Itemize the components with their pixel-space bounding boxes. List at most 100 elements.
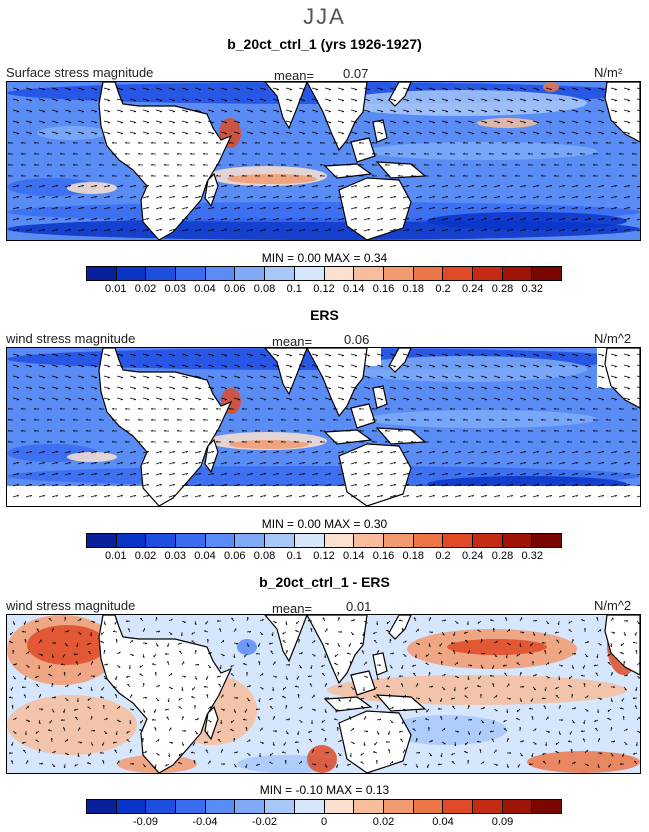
colorbar-swatch bbox=[502, 267, 533, 280]
panel-1-colorbar-ticks: 0.01 0.02 0.03 0.04 0.06 0.08 0.1 0.12 0.14 0.16 0… bbox=[86, 283, 562, 297]
panel-1-variable-label: Surface stress magnitude bbox=[6, 65, 154, 80]
colorbar-tick-label: 0.1 bbox=[286, 283, 302, 295]
panel-2-variable-label: wind stress magnitude bbox=[6, 331, 136, 346]
colorbar-tick-label: 0.24 bbox=[462, 283, 484, 295]
colorbar-swatch bbox=[324, 267, 355, 280]
colorbar-tick-label: -0.02 bbox=[251, 816, 278, 828]
colorbar-tick-label: 0.01 bbox=[105, 550, 127, 562]
colorbar-swatch bbox=[443, 267, 473, 280]
colorbar-swatch bbox=[265, 534, 295, 547]
colorbar-tick-label: 0.18 bbox=[402, 550, 424, 562]
panel-2-unit: N/m^2 bbox=[594, 331, 632, 346]
colorbar-swatch bbox=[235, 534, 266, 547]
panel-1-mean-value: 0.07 bbox=[343, 66, 369, 81]
colorbar-tick-label: 0.08 bbox=[253, 283, 276, 295]
colorbar-tick-label: 0.2 bbox=[435, 283, 451, 295]
colorbar-tick-label: 0.08 bbox=[253, 550, 276, 562]
colorbar-swatch bbox=[324, 800, 355, 813]
colorbar-swatch bbox=[87, 267, 117, 280]
panel-2-map bbox=[6, 347, 641, 507]
panel-3-mean-label: mean= bbox=[272, 601, 313, 616]
colorbar-swatch bbox=[205, 534, 236, 547]
colorbar-swatch bbox=[176, 267, 206, 280]
colorbar-tick-label: 0.32 bbox=[521, 283, 543, 295]
colorbar-swatch bbox=[383, 267, 414, 280]
colorbar-tick-label: 0.03 bbox=[164, 550, 186, 562]
panel-3-mean-value: 0.01 bbox=[346, 599, 372, 614]
colorbar-tick-label: 0.03 bbox=[164, 283, 186, 295]
colorbar-tick-label: 0.28 bbox=[491, 283, 514, 295]
colorbar-swatch bbox=[383, 800, 414, 813]
season-title: JJA bbox=[303, 4, 346, 29]
colorbar-tick-label: 0.16 bbox=[372, 550, 395, 562]
colorbar-tick-label: 0.02 bbox=[372, 816, 395, 828]
colorbar-tick-label: 0.32 bbox=[521, 550, 543, 562]
colorbar-tick-label: 0 bbox=[320, 816, 328, 828]
colorbar-swatch bbox=[324, 534, 355, 547]
colorbar-tick-label: 0.12 bbox=[313, 550, 335, 562]
panel-3-unit: N/m^2 bbox=[594, 598, 632, 613]
colorbar-swatch bbox=[472, 267, 503, 280]
panel-1-colorbar bbox=[86, 266, 562, 281]
panel-3-map bbox=[6, 614, 641, 774]
colorbar-tick-label: 0.24 bbox=[462, 550, 484, 562]
colorbar-swatch bbox=[532, 800, 561, 813]
panel-2-colorbar-ticks: 0.01 0.02 0.03 0.04 0.06 0.08 0.1 0.12 0.14 0.16 0… bbox=[86, 550, 562, 564]
colorbar-tick-label: 0.06 bbox=[224, 283, 246, 295]
panel-3-variable-label: wind stress magnitude bbox=[6, 598, 136, 613]
colorbar-swatch bbox=[413, 800, 444, 813]
colorbar-tick-label: -0.04 bbox=[192, 816, 218, 828]
colorbar-swatch bbox=[354, 800, 384, 813]
colorbar-tick-label: 0.04 bbox=[432, 816, 454, 828]
colorbar-swatch bbox=[532, 534, 561, 547]
panel-3-title: b_20ct_ctrl_1 - ERS bbox=[259, 574, 390, 590]
colorbar-swatch bbox=[87, 534, 117, 547]
panel-1-map bbox=[6, 81, 641, 241]
colorbar-tick-label: 0.2 bbox=[435, 550, 451, 562]
colorbar-tick-label: 0.16 bbox=[372, 283, 395, 295]
panel-2-title: ERS bbox=[310, 307, 339, 323]
colorbar-swatch bbox=[532, 267, 561, 280]
colorbar-tick-label: -0.09 bbox=[132, 816, 159, 828]
colorbar-tick-label: 0.04 bbox=[194, 550, 216, 562]
colorbar-swatch bbox=[205, 267, 236, 280]
colorbar-swatch bbox=[413, 267, 444, 280]
colorbar-swatch bbox=[87, 800, 117, 813]
colorbar-swatch bbox=[146, 534, 177, 547]
panel-1-title: b_20ct_ctrl_1 (yrs 1926-1927) bbox=[227, 36, 422, 52]
panel-2-mean-value: 0.06 bbox=[344, 332, 370, 347]
panel-3-minmax: MIN = -0.10 MAX = 0.13 bbox=[259, 783, 390, 797]
colorbar-swatch bbox=[383, 534, 414, 547]
colorbar-swatch bbox=[116, 800, 147, 813]
panel-3-colorbar bbox=[86, 799, 562, 814]
colorbar-swatch bbox=[205, 800, 236, 813]
colorbar-swatch bbox=[294, 534, 325, 547]
colorbar-swatch bbox=[176, 800, 206, 813]
colorbar-tick-label: 0.09 bbox=[491, 816, 514, 828]
colorbar-tick-label: 0.14 bbox=[343, 550, 365, 562]
colorbar-tick-label: 0.12 bbox=[313, 283, 335, 295]
colorbar-swatch bbox=[235, 800, 266, 813]
colorbar-swatch bbox=[146, 267, 177, 280]
colorbar-swatch bbox=[265, 267, 295, 280]
colorbar-tick-label: 0.01 bbox=[105, 283, 127, 295]
colorbar-swatch bbox=[265, 800, 295, 813]
panel-1-mean-label: mean= bbox=[274, 68, 315, 83]
panel-2-colorbar bbox=[86, 533, 562, 548]
colorbar-swatch bbox=[443, 800, 473, 813]
colorbar-swatch bbox=[235, 267, 266, 280]
panel-1-unit: N/m² bbox=[594, 65, 623, 80]
colorbar-tick-label: 0.02 bbox=[134, 550, 157, 562]
colorbar-swatch bbox=[354, 534, 384, 547]
colorbar-swatch bbox=[354, 267, 384, 280]
colorbar-swatch bbox=[472, 534, 503, 547]
colorbar-tick-label: 0.14 bbox=[343, 283, 365, 295]
panel-3-colorbar-ticks: -0.09 -0.04 -0.02 0 0.02 0.04 0.09 bbox=[86, 816, 562, 830]
colorbar-swatch bbox=[294, 267, 325, 280]
colorbar-swatch bbox=[472, 800, 503, 813]
panel-2-mean-label: mean= bbox=[272, 334, 313, 349]
colorbar-swatch bbox=[176, 534, 206, 547]
colorbar-tick-label: 0.18 bbox=[402, 283, 424, 295]
colorbar-swatch bbox=[146, 800, 177, 813]
colorbar-swatch bbox=[413, 534, 444, 547]
